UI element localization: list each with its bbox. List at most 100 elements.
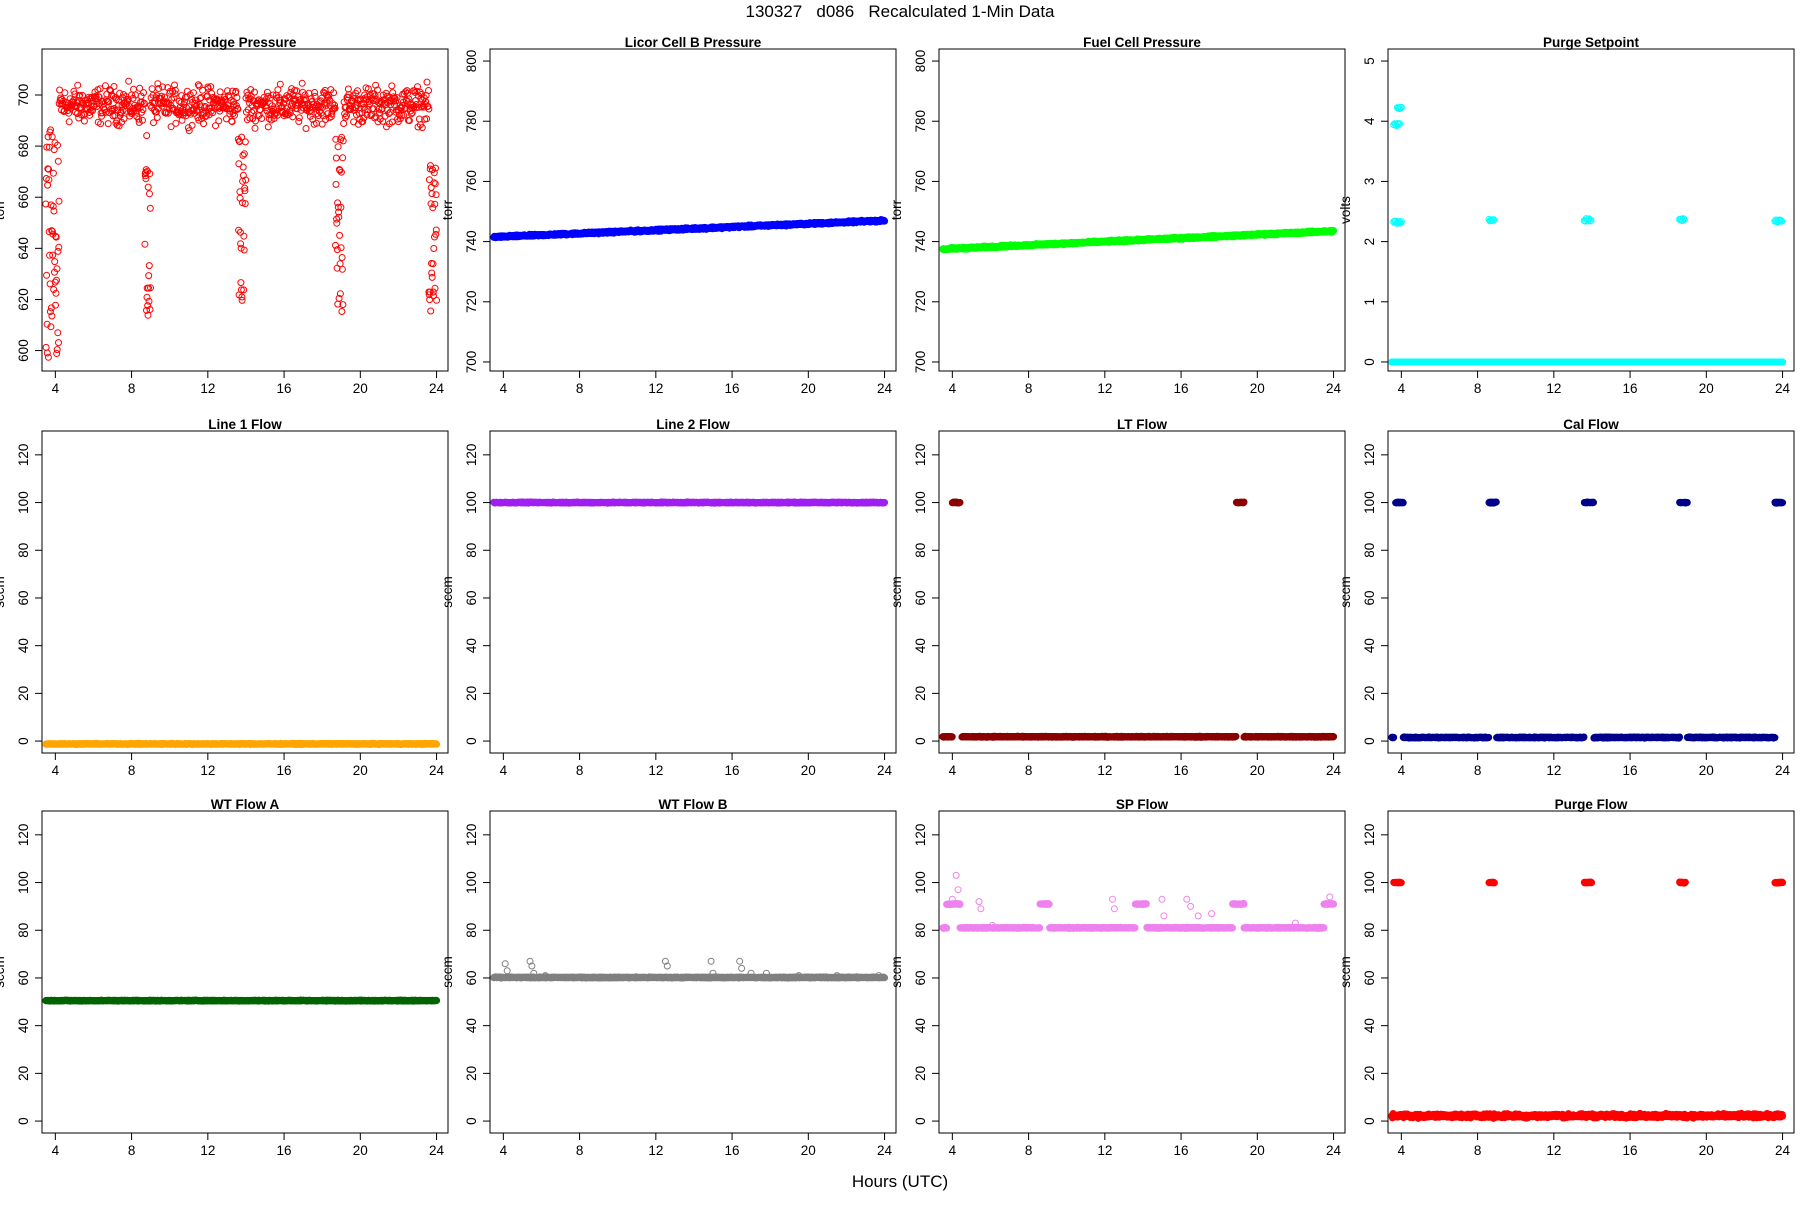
y-axis-label: torr xyxy=(889,199,904,220)
data-point xyxy=(66,119,72,125)
y-tick-label: 740 xyxy=(913,230,928,253)
data-point xyxy=(44,350,50,356)
data-point xyxy=(54,347,60,353)
data-point xyxy=(428,308,434,314)
data-point xyxy=(238,280,244,286)
x-tick-label: 20 xyxy=(1250,381,1265,396)
data-point xyxy=(241,151,247,157)
x-tick-label: 12 xyxy=(200,381,215,396)
data-point xyxy=(126,78,132,84)
data-points xyxy=(491,217,888,241)
y-tick-label: 700 xyxy=(913,351,928,374)
data-point xyxy=(240,164,246,170)
y-tick-label: 60 xyxy=(16,590,31,605)
x-tick-label: 20 xyxy=(801,381,816,396)
data-point xyxy=(433,227,439,233)
data-point xyxy=(434,297,440,303)
data-point xyxy=(52,259,58,265)
data-point xyxy=(151,120,157,126)
panel-title: Fuel Cell Pressure xyxy=(1083,35,1201,50)
x-tick-label: 16 xyxy=(277,763,292,778)
x-tick-label: 16 xyxy=(725,381,740,396)
x-tick-label: 8 xyxy=(1025,381,1033,396)
y-axis-label: torr xyxy=(440,199,455,220)
y-tick-label: 100 xyxy=(16,491,31,514)
data-point xyxy=(240,152,246,158)
data-point xyxy=(432,285,438,291)
data-point xyxy=(340,155,346,161)
data-point xyxy=(433,192,439,198)
data-point xyxy=(217,89,223,95)
x-tick-label: 4 xyxy=(1398,381,1406,396)
data-point xyxy=(81,118,87,124)
data-point xyxy=(55,158,61,164)
y-tick-label: 800 xyxy=(464,50,479,73)
data-point xyxy=(1331,228,1337,234)
data-points xyxy=(43,740,440,747)
x-tick-label: 24 xyxy=(1326,381,1342,396)
y-tick-label: 120 xyxy=(16,444,31,467)
data-point xyxy=(43,344,49,350)
data-point xyxy=(341,121,347,127)
data-point xyxy=(424,79,430,85)
data-point xyxy=(335,144,341,150)
x-tick-label: 20 xyxy=(1699,381,1714,396)
data-point xyxy=(50,170,56,176)
x-tick-label: 16 xyxy=(1174,381,1189,396)
plot-frame xyxy=(1388,49,1794,371)
data-point xyxy=(117,90,123,96)
panel-title: Licor Cell B Pressure xyxy=(625,35,762,50)
data-point xyxy=(432,201,438,207)
y-tick-label: 640 xyxy=(16,237,31,260)
x-tick-label: 8 xyxy=(128,763,136,778)
y-tick-label: 780 xyxy=(913,110,928,133)
x-tick-label: 4 xyxy=(52,381,60,396)
data-point xyxy=(882,218,888,224)
y-tick-label: 800 xyxy=(913,50,928,73)
y-tick-label: 780 xyxy=(464,110,479,133)
data-point xyxy=(147,205,153,211)
y-tick-label: 5 xyxy=(1362,57,1377,65)
x-tick-label: 8 xyxy=(1474,381,1482,396)
data-point xyxy=(339,309,345,315)
y-tick-label: 740 xyxy=(464,230,479,253)
data-point xyxy=(45,354,51,360)
data-point xyxy=(429,191,435,197)
panel-title: Purge Setpoint xyxy=(1543,35,1640,50)
data-point xyxy=(252,125,258,131)
data-point xyxy=(242,139,248,145)
x-tick-label: 24 xyxy=(1775,381,1791,396)
data-point xyxy=(75,82,81,88)
x-tick-label: 4 xyxy=(52,763,60,778)
data-point xyxy=(296,115,302,121)
data-point xyxy=(44,272,50,278)
y-tick-label: 0 xyxy=(16,737,31,745)
data-point xyxy=(299,80,305,86)
y-tick-label: 80 xyxy=(16,543,31,558)
data-point xyxy=(339,255,345,261)
data-point xyxy=(333,181,339,187)
data-point xyxy=(149,86,155,92)
data-point xyxy=(56,340,62,346)
data-point xyxy=(131,86,137,92)
data-point xyxy=(338,245,344,251)
x-tick-label: 24 xyxy=(877,381,893,396)
y-tick-label: 40 xyxy=(16,638,31,653)
y-axis-label: torr xyxy=(0,199,7,220)
x-tick-label: 8 xyxy=(576,381,584,396)
data-point xyxy=(431,246,437,252)
panel-title: Fridge Pressure xyxy=(194,35,297,50)
x-tick-label: 24 xyxy=(429,763,445,778)
data-point xyxy=(105,121,111,127)
data-point xyxy=(337,232,343,238)
x-tick-label: 24 xyxy=(429,381,445,396)
data-point xyxy=(154,115,160,121)
x-tick-label: 12 xyxy=(200,763,215,778)
x-tick-label: 12 xyxy=(1097,381,1112,396)
plot-frame xyxy=(490,49,896,371)
x-tick-label: 4 xyxy=(949,381,957,396)
